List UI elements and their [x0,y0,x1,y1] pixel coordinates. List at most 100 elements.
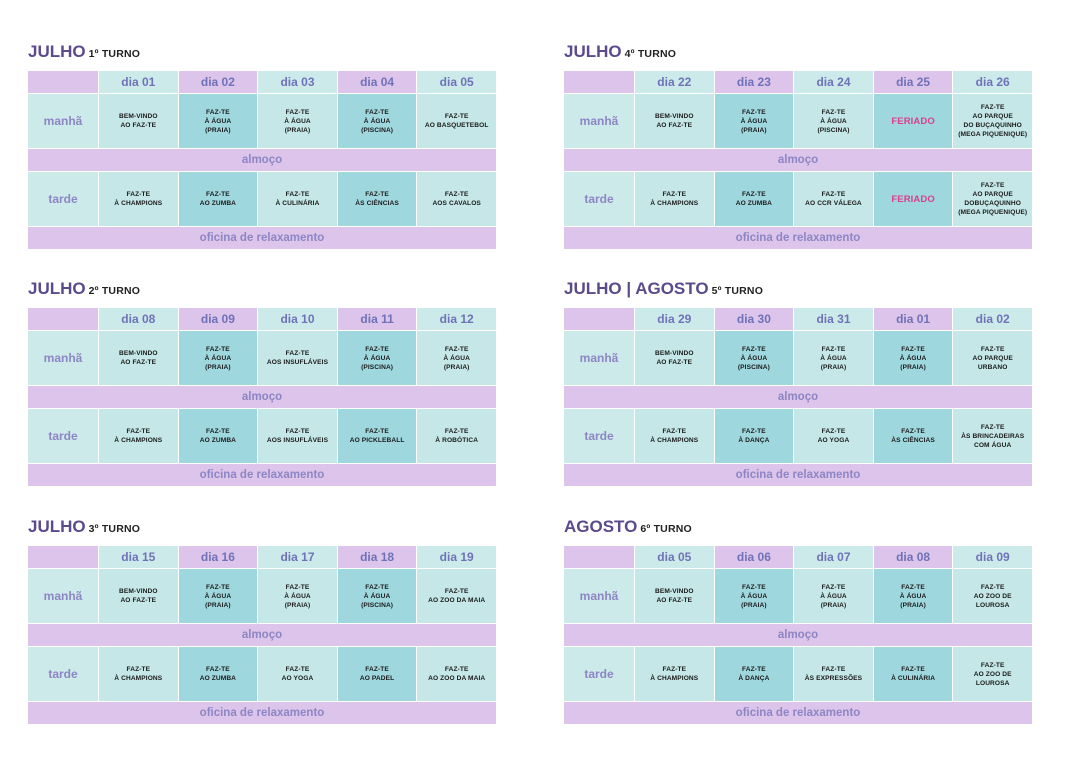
period-label-morning: manhã [28,569,98,623]
day-header: dia 09 [953,546,1032,568]
day-header: dia 02 [953,308,1032,330]
afternoon-activity: FAZ-TE AO YOGA [258,647,337,701]
morning-activity: FAZ-TE À ÁGUA (PRAIA) [178,331,258,385]
morning-activity: FAZ-TE À ÁGUA (PRAIA) [714,569,794,623]
period-label-afternoon: tarde [564,409,634,463]
morning-activity: BEM-VINDO AO FAZ-TE [99,569,178,623]
morning-activity: FAZ-TE À ÁGUA (PISCINA) [714,331,794,385]
afternoon-activity: FAZ-TE ÀS CIÊNCIAS [873,409,953,463]
afternoon-activity: FAZ-TE AO CCR VÁLEGA [794,172,873,226]
turno-block: JULHO | AGOSTO 5º TURNO dia 29 dia 30 dia 31… [564,279,1032,486]
day-header: dia 15 [99,546,178,568]
day-header: dia 08 [873,546,953,568]
turno-month: JULHO [28,279,86,298]
afternoon-activity: FAZ-TE AO ZUMBA [178,172,258,226]
relaxation-row: oficina de relaxamento [564,702,1032,724]
afternoon-activity: FAZ-TE À CHAMPIONS [99,409,178,463]
day-header: dia 01 [873,308,953,330]
morning-activity: FAZ-TE À ÁGUA (PRAIA) [178,569,258,623]
day-header: dia 10 [258,308,337,330]
relaxation-row: oficina de relaxamento [564,227,1032,249]
afternoon-activity: FAZ-TE À CHAMPIONS [635,647,714,701]
day-header: dia 23 [714,71,794,93]
lunch-row: almoço [28,624,496,646]
header-corner [28,546,98,568]
turno-month: JULHO [28,517,86,536]
afternoon-activity: FAZ-TE À CHAMPIONS [99,172,178,226]
schedule-table: dia 22 dia 23 dia 24 dia 25 dia 26 manhã BEM-V… [564,71,1032,249]
turno-month: JULHO [564,42,622,61]
turno-title: JULHO 1º TURNO [28,42,496,62]
day-header: dia 18 [337,546,417,568]
period-label-afternoon: tarde [28,647,98,701]
morning-activity: FAZ-TE À ÁGUA (PISCINA) [337,569,417,623]
morning-activity: FAZ-TE À ÁGUA (PISCINA) [337,331,417,385]
header-corner [28,71,98,93]
lunch-row: almoço [564,386,1032,408]
afternoon-activity: FAZ-TE AOS INSUFLÁVEIS [258,409,337,463]
header-corner [564,546,634,568]
morning-activity: BEM-VINDO AO FAZ-TE [99,94,178,148]
morning-activity: FAZ-TE AO PARQUE URBANO [953,331,1032,385]
turno-title: AGOSTO 6º TURNO [564,517,1032,537]
schedule-table: dia 08 dia 09 dia 10 dia 11 dia 12 manhã BEM-V… [28,308,496,486]
relaxation-row: oficina de relaxamento [28,227,496,249]
day-header: dia 04 [337,71,417,93]
day-header: dia 06 [714,546,794,568]
turno-block: JULHO 3º TURNO dia 15 dia 16 dia 17 dia 18 dia… [28,517,496,724]
morning-activity: FAZ-TE À ÁGUA (PRAIA) [794,331,873,385]
lunch-row: almoço [28,149,496,171]
afternoon-activity: FAZ-TE AOS CAVALOS [417,172,496,226]
afternoon-activity: FAZ-TE À CHAMPIONS [99,647,178,701]
morning-activity: FAZ-TE À ÁGUA (PRAIA) [178,94,258,148]
afternoon-activity: FAZ-TE AO ZUMBA [714,172,794,226]
turno-number: 6º TURNO [640,523,692,535]
day-header: dia 05 [635,546,714,568]
morning-activity: FAZ-TE À ÁGUA (PRAIA) [417,331,496,385]
afternoon-activity: FAZ-TE AO PADEL [337,647,417,701]
morning-activity: FAZ-TE AO BASQUETEBOL [417,94,496,148]
day-header: dia 16 [178,546,258,568]
lunch-row: almoço [564,624,1032,646]
period-label-morning: manhã [564,569,634,623]
afternoon-activity: FAZ-TE ÀS CIÊNCIAS [337,172,417,226]
turno-number: 3º TURNO [88,523,141,535]
turno-title: JULHO | AGOSTO 5º TURNO [564,279,1032,299]
day-header: dia 08 [99,308,178,330]
schedule-table: dia 05 dia 06 dia 07 dia 08 dia 09 manhã BEM-V… [564,546,1032,724]
relaxation-row: oficina de relaxamento [28,702,496,724]
afternoon-activity: FAZ-TE À CULINÁRIA [873,647,953,701]
turno-block: JULHO 1º TURNO dia 01 dia 02 dia 03 dia 04 dia… [28,42,496,249]
turno-block: JULHO 4º TURNO dia 22 dia 23 dia 24 dia 25 dia… [564,42,1032,249]
period-label-afternoon: tarde [28,172,98,226]
morning-activity: FAZ-TE AOS INSUFLÁVEIS [258,331,337,385]
lunch-row: almoço [564,149,1032,171]
period-label-afternoon: tarde [564,172,634,226]
morning-activity: BEM-VINDO AO FAZ-TE [635,569,714,623]
day-header: dia 29 [635,308,714,330]
day-header: dia 01 [99,71,178,93]
morning-activity: FAZ-TE À ÁGUA (PISCINA) [794,94,873,148]
relaxation-row: oficina de relaxamento [564,464,1032,486]
morning-activity: FAZ-TE AO ZOO DE LOUROSA [953,569,1032,623]
day-header: dia 22 [635,71,714,93]
day-header: dia 25 [873,71,953,93]
morning-activity: FAZ-TE À ÁGUA (PRAIA) [258,569,337,623]
schedule-table: dia 15 dia 16 dia 17 dia 18 dia 19 manhã BEM-V… [28,546,496,724]
turno-block: JULHO 2º TURNO dia 08 dia 09 dia 10 dia 11 dia… [28,279,496,486]
afternoon-activity: FAZ-TE AO PICKLEBALL [337,409,417,463]
day-header: dia 09 [178,308,258,330]
day-header: dia 19 [417,546,496,568]
afternoon-activity: FAZ-TE À DANÇA [714,647,794,701]
afternoon-activity: FAZ-TE À CULINÁRIA [258,172,337,226]
morning-activity: FAZ-TE À ÁGUA (PRAIA) [258,94,337,148]
period-label-morning: manhã [28,331,98,385]
afternoon-activity: FAZ-TE AO PARQUE DOBUÇAQUINHO (MEGA PIQUENI… [953,172,1032,226]
morning-activity: BEM-VINDO AO FAZ-TE [635,331,714,385]
schedule-table: dia 29 dia 30 dia 31 dia 01 dia 02 manhã BEM-V… [564,308,1032,486]
period-label-morning: manhã [564,331,634,385]
day-header: dia 26 [953,71,1032,93]
header-corner [564,308,634,330]
day-header: dia 03 [258,71,337,93]
turno-title: JULHO 2º TURNO [28,279,496,299]
